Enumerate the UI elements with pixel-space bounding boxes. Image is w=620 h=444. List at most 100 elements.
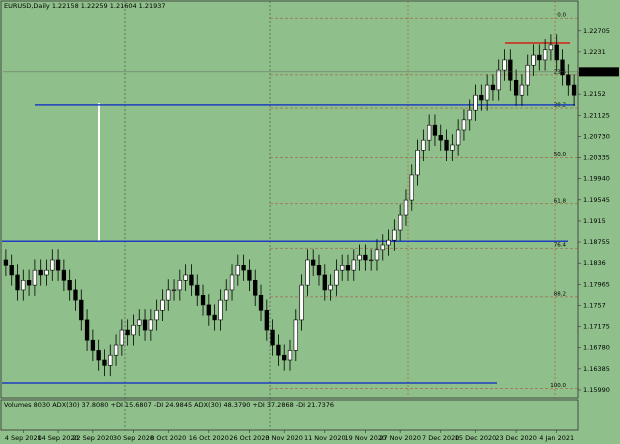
candle-body [531, 54, 536, 66]
candle-body [26, 280, 32, 286]
chart-title: EURUSD,Daily 1.22158 1.22259 1.21604 1.2… [4, 2, 166, 10]
x-tick-label: 15 Dec 2020 [455, 434, 497, 442]
last-price-label: 1.21937 [583, 68, 610, 76]
candle-body [461, 119, 467, 131]
fib-label: 0.0 [557, 13, 566, 19]
candle-body [496, 69, 501, 91]
candle-body [322, 274, 327, 291]
y-tick-label: 1.19545 [583, 196, 610, 204]
y-tick-label: 1.19940 [583, 175, 610, 183]
x-tick-label: 16 Oct 2020 [189, 434, 229, 442]
candle-body [119, 329, 125, 346]
candle-body [38, 269, 43, 276]
fib-label: 23.6 [554, 69, 567, 75]
fib-label: 50.0 [554, 152, 567, 158]
candle-body [513, 79, 519, 96]
candle-body [450, 144, 455, 151]
fib-label: 61.8 [554, 198, 567, 204]
candle-body [195, 284, 200, 296]
candle-body [363, 254, 368, 261]
candle-body [258, 294, 264, 311]
candle-body [73, 289, 78, 301]
candle-body [32, 269, 38, 286]
y-tick-label: 1.17175 [583, 323, 610, 331]
candle-body [218, 299, 223, 321]
candle-body [519, 84, 525, 96]
candle-body [102, 359, 107, 366]
y-tick-label: 1.2231 [583, 48, 606, 56]
candle-body [328, 284, 333, 291]
x-tick-label: 27 Nov 2020 [379, 434, 421, 442]
candle-body [206, 304, 211, 316]
y-tick-label: 1.22705 [583, 27, 610, 35]
candle-body [444, 139, 449, 151]
candle-body [374, 249, 380, 261]
candle-body [84, 319, 90, 341]
plot-frame [0, 0, 579, 399]
candle-body [537, 54, 542, 61]
y-tick-label: 1.16385 [583, 365, 610, 373]
candle-body [247, 269, 252, 281]
y-tick-label: 1.20730 [583, 132, 610, 140]
candle-body [542, 49, 548, 61]
y-tick-label: 1.20335 [583, 154, 610, 162]
x-tick-label: 19 Nov 2020 [345, 434, 387, 442]
indicator-frame [0, 399, 579, 431]
candle-body [340, 265, 345, 271]
candle-body [3, 259, 9, 266]
candle-body [154, 309, 159, 321]
candle-body [345, 265, 351, 271]
candle-body [200, 294, 206, 306]
fib-label: 76.4 [554, 243, 567, 249]
candle-body [212, 314, 217, 321]
candle-body [432, 124, 438, 136]
x-tick-label: 30 Sep 2020 [113, 434, 154, 442]
candle-body [490, 84, 496, 91]
candle-body [15, 274, 20, 291]
candle-body [44, 269, 49, 276]
candle-body [508, 59, 513, 81]
candle-body [253, 280, 258, 296]
candle-body [293, 319, 298, 351]
y-tick-label: 1.1757 [583, 301, 606, 309]
candle-body [125, 329, 130, 336]
candle-body [67, 280, 72, 291]
candle-body [369, 259, 374, 262]
y-tick-label: 1.15990 [583, 386, 610, 394]
last-price-box [579, 67, 619, 77]
fib-label: 88.2 [554, 291, 566, 297]
candle-body [299, 284, 304, 321]
candle-body [171, 289, 177, 292]
candle-body [241, 265, 246, 271]
candle-body [479, 94, 484, 101]
candle-body [438, 135, 443, 141]
candle-body [334, 269, 339, 286]
candle-body [525, 64, 530, 86]
candle-body [421, 139, 426, 151]
x-tick-label: 14 Sep 2020 [37, 434, 78, 442]
x-tick-label: 4 Jan 2021 [539, 434, 574, 442]
candle-body [386, 239, 391, 246]
candle-body [409, 174, 414, 201]
candle-body [108, 354, 113, 366]
candle-body [392, 229, 397, 241]
candle-body [380, 244, 385, 251]
candle-body [398, 214, 403, 231]
x-tick-label: 11 Nov 2020 [304, 434, 346, 442]
candle-body [282, 354, 287, 361]
x-tick-label: 22 Sep 2020 [72, 434, 113, 442]
candle-body [264, 309, 269, 331]
candle-body [484, 84, 490, 101]
candle-body [426, 124, 432, 141]
candle-body [548, 44, 554, 51]
candle-body [55, 259, 61, 271]
candle-body [276, 344, 281, 356]
candle-body [9, 265, 14, 276]
candle-body [142, 319, 148, 331]
candle-body [473, 94, 478, 111]
x-tick-label: 23 Dec 2020 [495, 434, 537, 442]
x-tick-label: 7 Dec 2020 [422, 434, 459, 442]
